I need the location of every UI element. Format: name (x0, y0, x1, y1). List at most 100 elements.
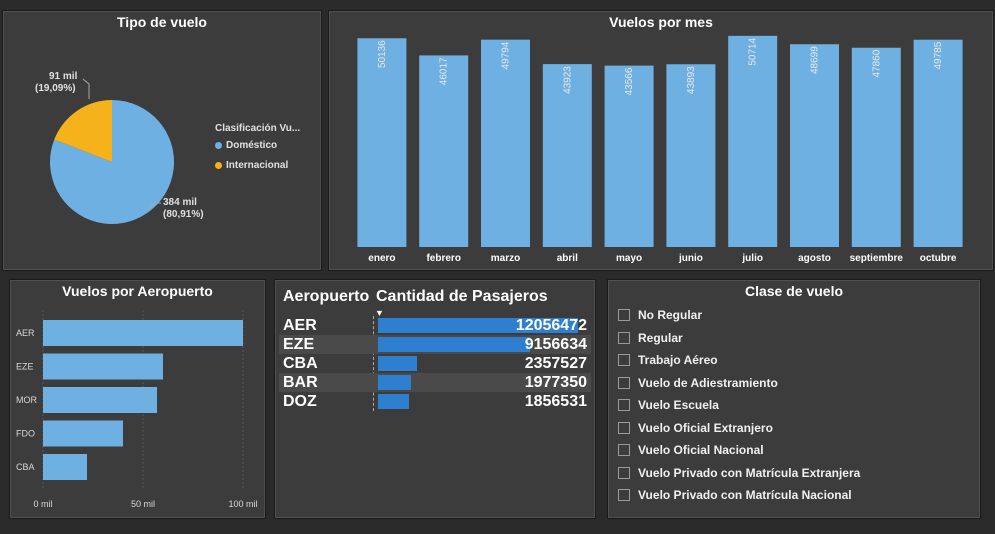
cell-airport: AER (283, 316, 317, 334)
bar-septiembre[interactable] (851, 47, 901, 247)
cell-pasajeros: 2357527 (376, 354, 591, 373)
y-tick-label: CBA (16, 462, 35, 472)
checkbox[interactable] (618, 421, 630, 434)
cell-pasajeros-value: 2357527 (524, 355, 587, 372)
bar-abril[interactable] (542, 64, 592, 247)
slicer-item[interactable]: Regular (618, 327, 860, 350)
y-tick-label: FDO (16, 429, 35, 439)
slicer-item-label: Regular (638, 330, 683, 345)
table-header: Aeropuerto Cantidad de Pasajeros (279, 284, 591, 310)
bar-value-label: 50136 (377, 40, 388, 68)
pasajeros-bar (378, 394, 409, 409)
x-tick-label: septiembre (850, 253, 904, 264)
pie-leader-line (82, 78, 90, 99)
checkbox[interactable] (618, 331, 630, 344)
bar-enero[interactable] (357, 38, 407, 248)
slicer-item-label: Vuelo Privado con Matrícula Extranjera (638, 465, 861, 480)
bar-julio[interactable] (728, 35, 778, 248)
bar-value-label: 46017 (439, 57, 450, 85)
cell-pasajeros-value: 12056472 (515, 317, 587, 334)
checkbox[interactable] (618, 376, 630, 389)
bar-value-label: 43566 (624, 67, 635, 95)
table-row[interactable]: AER 12056472 (279, 316, 591, 335)
slicer-item[interactable]: Vuelo Oficial Extranjero (618, 417, 860, 440)
checkbox[interactable] (618, 489, 630, 502)
bar-axis-line (373, 316, 374, 411)
header-aeropuerto[interactable]: Aeropuerto (283, 288, 370, 305)
slicer-item[interactable]: No Regular (618, 304, 860, 327)
bar-junio[interactable] (666, 64, 716, 247)
bar-AER[interactable] (43, 320, 243, 346)
slicer-item[interactable]: Vuelo Privado con Matrícula Nacional (618, 484, 860, 507)
checkbox[interactable] (618, 309, 630, 322)
clase-vuelo-title: Clase de vuelo (744, 283, 844, 299)
bar-agosto[interactable] (790, 44, 839, 247)
x-tick-label: 50 mil (131, 499, 155, 509)
slicer-item-label: Vuelo Privado con Matrícula Nacional (638, 488, 852, 503)
pie-label-domestico-value: 384 mil (163, 197, 197, 208)
checkbox[interactable] (618, 354, 630, 367)
table-row[interactable]: DOZ 1856531 (279, 392, 591, 411)
pie-label-domestico: 384 mil(80,91%) (146, 197, 204, 220)
header-cantidad-pasajeros[interactable]: Cantidad de Pasajeros (376, 288, 548, 305)
bar-value-label: 48699 (810, 46, 821, 74)
vuelos-aeropuerto-panel: Vuelos por Aeropuerto AER EZE MOR FDO CBA 0 m… (9, 279, 266, 519)
checkbox[interactable] (618, 399, 630, 412)
slicer-item[interactable]: Vuelo de Adiestramiento (618, 372, 860, 395)
pie-leader-line (146, 202, 161, 211)
x-tick-label: mayo (616, 253, 642, 264)
legend-dot-internacional (215, 162, 222, 169)
x-tick-label: julio (741, 253, 763, 264)
cell-pasajeros-value: 1977350 (524, 374, 587, 391)
bar-CBA[interactable] (43, 454, 87, 480)
bar-FDO[interactable] (43, 420, 123, 447)
y-tick-label: EZE (16, 362, 34, 372)
bar-mayo[interactable] (604, 65, 654, 247)
vuelos-mes-panel: Vuelos por mes 50136 enero 46017 febrero 497… (328, 10, 994, 271)
bar-EZE[interactable] (43, 353, 163, 380)
slicer-item-label: Trabajo Aéreo (638, 353, 718, 368)
x-tick-label: febrero (426, 253, 460, 264)
clase-vuelo-panel: Clase de vuelo No Regular Regular Trabaj… (607, 279, 981, 519)
legend-label-internacional: Internacional (226, 160, 289, 171)
pasajeros-table: Aeropuerto Cantidad de Pasajeros ▼ AER 1… (279, 284, 591, 411)
bar-MOR[interactable] (43, 387, 157, 413)
slicer-item[interactable]: Vuelo Oficial Nacional (618, 439, 860, 462)
legend-item-domestico[interactable]: Doméstico (215, 140, 300, 151)
slicer-item-label: Vuelo Escuela (638, 398, 719, 413)
table-row[interactable]: EZE 9156634 (279, 335, 591, 354)
vuelos-mes-chart[interactable]: 50136 enero 46017 febrero 49794 marzo 43923 abr… (329, 11, 993, 270)
checkbox[interactable] (618, 444, 630, 457)
x-tick-label: abril (557, 253, 578, 264)
pie-label-internacional: 91 mil(19,09%) (35, 71, 90, 99)
pie-slice-internacional[interactable] (54, 100, 112, 162)
vuelos-mes-title: Vuelos por mes (609, 14, 713, 30)
pasajeros-bar (378, 337, 530, 352)
bar-febrero[interactable] (419, 55, 469, 247)
sort-desc-icon[interactable]: ▼ (375, 308, 384, 318)
checkbox[interactable] (618, 466, 630, 479)
pie-chart[interactable]: 384 mil(80,91%) 91 mil(19,09%) (3, 11, 321, 270)
vuelos-aeropuerto-chart[interactable]: AER EZE MOR FDO CBA 0 mil 50 mil 100 mil (10, 280, 265, 518)
bar-marzo[interactable] (481, 39, 530, 247)
pasajeros-bar (378, 356, 418, 371)
table-row[interactable]: BAR 1977350 (279, 373, 591, 392)
cell-pasajeros: 9156634 (376, 335, 591, 354)
legend-item-internacional[interactable]: Internacional (215, 160, 300, 171)
x-tick-label: marzo (491, 253, 520, 264)
bar-value-label: 43893 (686, 66, 697, 94)
slicer-item[interactable]: Vuelo Privado con Matrícula Extranjera (618, 462, 860, 485)
pie-legend[interactable]: Clasificación Vu... Doméstico Internacio… (215, 123, 300, 180)
slicer-item[interactable]: Trabajo Aéreo (618, 349, 860, 372)
x-tick-label: junio (678, 253, 703, 264)
bar-octubre[interactable] (913, 39, 963, 247)
slicer-item-label: No Regular (638, 308, 703, 323)
cell-airport: CBA (283, 354, 318, 372)
bar-value-label: 43923 (562, 66, 573, 94)
table-row[interactable]: CBA 2357527 (279, 354, 591, 373)
legend-label-domestico: Doméstico (226, 140, 278, 151)
table-body: AER 12056472 EZE 9156634 CBA 2357527 BAR… (279, 316, 591, 411)
x-tick-label: 100 mil (228, 499, 257, 509)
cell-pasajeros: 12056472 (376, 316, 591, 335)
slicer-item[interactable]: Vuelo Escuela (618, 394, 860, 417)
